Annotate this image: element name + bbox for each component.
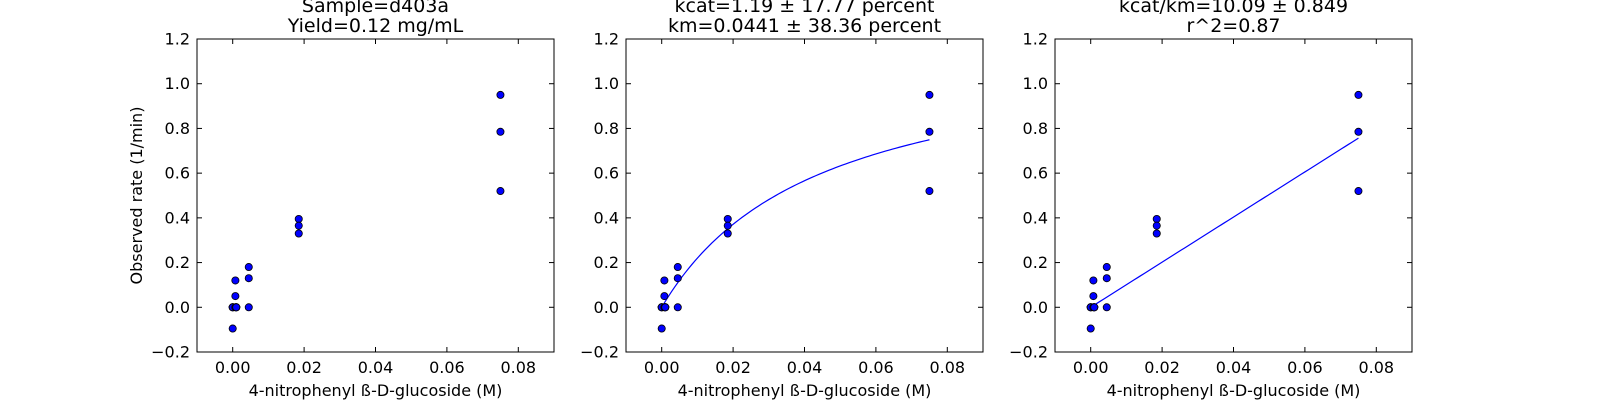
x-axis-label: 4-nitrophenyl ß-D-glucoside (M) xyxy=(678,381,932,400)
x-tick-label: 0.02 xyxy=(286,358,322,377)
x-tick-label: 0.02 xyxy=(715,358,751,377)
y-tick-label: −0.2 xyxy=(1009,343,1048,362)
y-tick-label: 0.8 xyxy=(594,119,619,138)
y-tick-label: 1.2 xyxy=(165,30,190,49)
y-tick-label: 0.4 xyxy=(594,208,619,227)
data-point xyxy=(1089,276,1098,285)
x-tick-label: 0.08 xyxy=(500,358,536,377)
chart-panel-michaelis-menten-fit: 0.00 0.02 0.04 0.06 0.08 −0.2 0.0 0.2 0.4 0.6 0.8 1… xyxy=(580,0,984,400)
data-point xyxy=(231,292,240,301)
y-tick-label: 0.4 xyxy=(165,208,190,227)
data-point xyxy=(1089,292,1098,301)
chart-panel-substrate-rate: 0.00 0.02 0.04 0.06 0.08 −0.2 0.0 0.2 0.4 0.6 0.8 1… xyxy=(127,0,555,400)
y-tick-label: 0.8 xyxy=(1023,119,1048,138)
chart-title-line: r^2=0.87 xyxy=(1186,15,1280,37)
x-tick-label: 0.08 xyxy=(929,358,965,377)
data-point xyxy=(496,90,505,99)
data-point xyxy=(1102,263,1111,272)
data-point xyxy=(660,292,669,301)
data-point xyxy=(660,276,669,285)
data-point xyxy=(925,127,934,136)
y-tick-label: 0.4 xyxy=(1023,208,1048,227)
data-point xyxy=(1354,187,1363,196)
data-point xyxy=(723,214,732,223)
chart-title-line: kcat=1.19 ± 17.77 percent xyxy=(675,0,935,17)
x-tick-label: 0.00 xyxy=(644,358,680,377)
data-point xyxy=(294,229,303,238)
y-tick-label: 1.2 xyxy=(594,30,619,49)
y-tick-label: 0.0 xyxy=(1023,298,1048,317)
data-point xyxy=(294,214,303,223)
x-tick-label: 0.00 xyxy=(1073,358,1109,377)
y-axis-label: Observed rate (1/min) xyxy=(127,107,146,285)
y-tick-label: 0.2 xyxy=(165,253,190,272)
data-point xyxy=(496,127,505,136)
data-point xyxy=(228,324,237,333)
data-point xyxy=(232,303,241,312)
x-tick-label: 0.06 xyxy=(429,358,465,377)
linear-fit-line xyxy=(1090,137,1359,308)
data-point xyxy=(661,303,670,312)
data-point xyxy=(1102,303,1111,312)
y-tick-label: 0.6 xyxy=(165,164,190,183)
chart-panel-linear-fit: 0.00 0.02 0.04 0.06 0.08 −0.2 0.0 0.2 0.4 0.6 0.8 1… xyxy=(1009,0,1413,400)
chart-title-line: km=0.0441 ± 38.36 percent xyxy=(668,15,941,37)
data-point xyxy=(673,274,682,283)
x-tick-label: 0.06 xyxy=(1287,358,1323,377)
data-point xyxy=(1152,229,1161,238)
data-point xyxy=(1086,324,1095,333)
y-tick-label: 0.6 xyxy=(594,164,619,183)
data-point xyxy=(1354,127,1363,136)
data-point xyxy=(1152,214,1161,223)
data-point xyxy=(1102,274,1111,283)
x-tick-label: 0.02 xyxy=(1144,358,1180,377)
y-tick-label: 0.6 xyxy=(1023,164,1048,183)
y-tick-label: 1.2 xyxy=(1023,30,1048,49)
y-tick-label: −0.2 xyxy=(151,343,190,362)
chart-title-line: Sample=d403a xyxy=(302,0,449,17)
x-tick-label: 0.04 xyxy=(787,358,823,377)
x-tick-label: 0.04 xyxy=(1216,358,1252,377)
data-point xyxy=(723,221,732,230)
y-tick-label: 1.0 xyxy=(1023,74,1048,93)
data-point xyxy=(925,187,934,196)
data-point xyxy=(496,187,505,196)
y-tick-label: 1.0 xyxy=(165,74,190,93)
data-point xyxy=(1090,303,1099,312)
data-point xyxy=(673,303,682,312)
y-tick-label: 0.0 xyxy=(594,298,619,317)
x-tick-label: 0.04 xyxy=(358,358,394,377)
data-point xyxy=(244,303,253,312)
data-point xyxy=(294,221,303,230)
data-point xyxy=(244,274,253,283)
data-point xyxy=(231,276,240,285)
y-tick-label: 0.8 xyxy=(165,119,190,138)
x-axis-label: 4-nitrophenyl ß-D-glucoside (M) xyxy=(249,381,503,400)
y-tick-label: −0.2 xyxy=(580,343,619,362)
chart-title-line: kcat/km=10.09 ± 0.849 xyxy=(1119,0,1348,17)
y-tick-label: 0.2 xyxy=(594,253,619,272)
data-point xyxy=(673,263,682,272)
data-point xyxy=(244,263,253,272)
data-point xyxy=(1152,221,1161,230)
x-tick-label: 0.00 xyxy=(215,358,251,377)
y-tick-label: 0.2 xyxy=(1023,253,1048,272)
x-tick-label: 0.06 xyxy=(858,358,894,377)
data-point xyxy=(925,90,934,99)
chart-title-line: Yield=0.12 mg/mL xyxy=(287,15,464,37)
data-point xyxy=(723,229,732,238)
michaelis-menten-fit-curve xyxy=(661,139,930,308)
y-tick-label: 0.0 xyxy=(165,298,190,317)
x-tick-label: 0.08 xyxy=(1358,358,1394,377)
data-point xyxy=(657,324,666,333)
data-point xyxy=(1354,90,1363,99)
x-axis-label: 4-nitrophenyl ß-D-glucoside (M) xyxy=(1107,381,1361,400)
y-tick-label: 1.0 xyxy=(594,74,619,93)
